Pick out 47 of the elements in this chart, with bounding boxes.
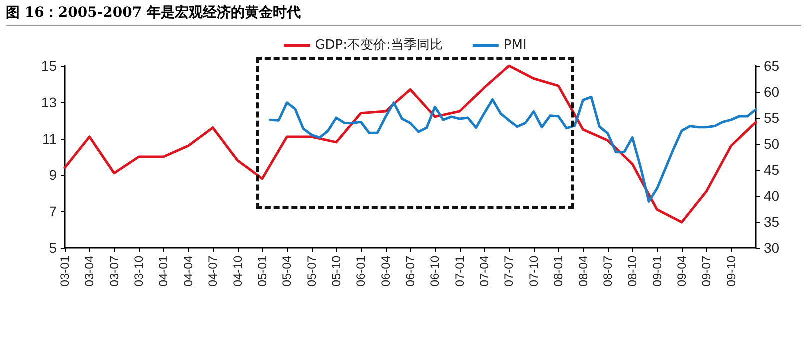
- x-tick-label: 04-07: [206, 256, 220, 287]
- x-tick-label: 06-07: [404, 256, 418, 287]
- x-tick-label: 05-04: [280, 256, 294, 287]
- x-tick-label: 07-10: [526, 256, 541, 287]
- y2-tick-label: 50: [764, 136, 780, 152]
- x-tick-label: 06-01: [354, 256, 368, 287]
- y2-tick-label: 30: [764, 240, 780, 256]
- x-tick-label: 03-07: [107, 256, 122, 287]
- y-tick-label: 11: [42, 130, 58, 147]
- y-tick-label: 7: [49, 204, 58, 220]
- x-tick-label: 09-07: [700, 256, 714, 287]
- x-tick-label: 04-01: [156, 256, 171, 287]
- line-series: [269, 96, 758, 203]
- legend-label: GDP:不变价:当季同比: [315, 38, 443, 53]
- x-tick-label: 04-04: [181, 256, 196, 287]
- y-tick-label: 15: [41, 58, 58, 74]
- x-tick-label: 08-01: [552, 256, 566, 287]
- x-tick-label: 08-04: [576, 256, 590, 287]
- x-tick-label: 04-10: [230, 256, 245, 287]
- x-tick-label: 06-04: [378, 256, 393, 287]
- y-tick-label: 9: [49, 167, 58, 184]
- y2-tick-label: 55: [764, 110, 780, 126]
- x-tick-label: 05-07: [304, 256, 319, 287]
- legend-label: PMI: [504, 38, 527, 53]
- x-tick-label: 03-04: [82, 256, 97, 287]
- y2-tick-label: 45: [764, 162, 780, 178]
- x-tick-label: 07-07: [502, 256, 516, 287]
- x-tick-label: 09-10: [724, 256, 738, 287]
- x-tick-label: 05-01: [255, 256, 270, 287]
- x-tick-label: 05-10: [329, 256, 344, 287]
- y2-tick-label: 60: [764, 84, 780, 100]
- y-tick-label: 13: [41, 94, 58, 110]
- line-series: [64, 64, 758, 224]
- x-tick-label: 09-01: [650, 256, 664, 287]
- x-tick-label: 03-10: [132, 256, 146, 287]
- x-tick-label: 09-04: [674, 256, 689, 287]
- y2-tick-label: 35: [764, 214, 780, 230]
- x-tick-label: 08-10: [626, 256, 640, 287]
- chart-title: 图 16：2005-2007 年是宏观经济的黄金时代: [6, 4, 801, 26]
- y2-tick-label: 40: [764, 188, 780, 204]
- y-tick-label: 5: [49, 240, 58, 256]
- y2-tick-label: 65: [764, 58, 780, 74]
- x-tick-label: 07-01: [452, 256, 467, 287]
- x-tick-label: 08-07: [600, 256, 615, 287]
- x-tick-label: 03-01: [58, 256, 72, 287]
- x-tick-label: 06-10: [428, 256, 442, 287]
- x-tick-label: 07-04: [478, 256, 492, 287]
